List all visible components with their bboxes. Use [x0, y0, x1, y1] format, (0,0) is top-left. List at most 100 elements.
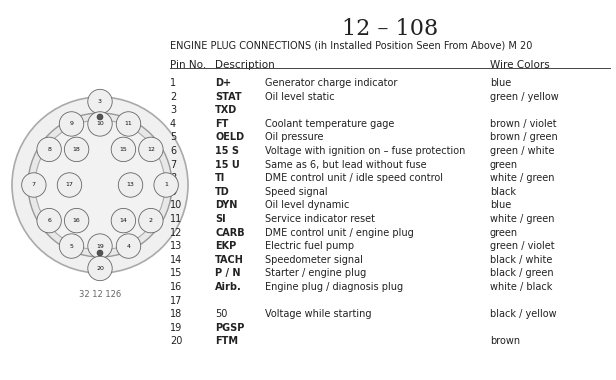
Text: 1: 1	[164, 182, 168, 187]
Text: Oil level dynamic: Oil level dynamic	[265, 200, 349, 211]
Text: Generator charge indicator: Generator charge indicator	[265, 78, 397, 88]
Text: green: green	[490, 228, 518, 238]
Text: brown / green: brown / green	[490, 132, 557, 142]
Text: TACH: TACH	[215, 255, 244, 265]
Text: 11: 11	[124, 122, 132, 127]
Text: 13: 13	[127, 182, 134, 187]
Circle shape	[116, 234, 140, 258]
Text: brown: brown	[490, 336, 520, 347]
Text: 19: 19	[96, 244, 104, 249]
Text: P / N: P / N	[215, 268, 240, 279]
Text: PGSP: PGSP	[215, 323, 245, 333]
Text: 2: 2	[149, 218, 153, 223]
Text: STAT: STAT	[215, 92, 241, 101]
Circle shape	[116, 112, 140, 136]
Text: 18: 18	[73, 147, 81, 152]
Circle shape	[35, 120, 165, 250]
Circle shape	[139, 208, 163, 233]
Text: 9: 9	[170, 187, 176, 197]
Circle shape	[154, 173, 179, 197]
Text: TD: TD	[215, 187, 230, 197]
Circle shape	[37, 208, 62, 233]
Text: black / yellow: black / yellow	[490, 309, 557, 319]
Text: 17: 17	[170, 296, 182, 306]
Text: 12: 12	[147, 147, 155, 152]
Text: 10: 10	[170, 200, 182, 211]
Text: TI: TI	[215, 173, 225, 183]
Text: DYN: DYN	[215, 200, 237, 211]
Text: 4: 4	[170, 119, 176, 129]
Circle shape	[111, 208, 136, 233]
Text: green / yellow: green / yellow	[490, 92, 559, 101]
Circle shape	[28, 113, 172, 257]
Text: white / green: white / green	[490, 214, 554, 224]
Text: black / green: black / green	[490, 268, 554, 279]
Circle shape	[111, 137, 136, 162]
Circle shape	[22, 173, 46, 197]
Text: 3: 3	[98, 99, 102, 104]
Text: green: green	[490, 160, 518, 169]
Text: 1: 1	[170, 78, 176, 88]
Text: 14: 14	[170, 255, 182, 265]
Text: OELD: OELD	[215, 132, 244, 142]
Text: Wire Colors: Wire Colors	[490, 60, 549, 70]
Text: Oil pressure: Oil pressure	[265, 132, 323, 142]
Text: Description: Description	[215, 60, 275, 70]
Text: 16: 16	[73, 218, 81, 223]
Text: blue: blue	[490, 200, 511, 211]
Text: Oil level static: Oil level static	[265, 92, 334, 101]
Text: 15 U: 15 U	[215, 160, 240, 169]
Circle shape	[97, 250, 103, 256]
Text: 15: 15	[170, 268, 182, 279]
Circle shape	[65, 137, 89, 162]
Text: 6: 6	[170, 146, 176, 156]
Text: 7: 7	[32, 182, 36, 187]
Circle shape	[88, 89, 112, 114]
Text: EKP: EKP	[215, 241, 237, 251]
Text: blue: blue	[490, 78, 511, 88]
Text: 12: 12	[170, 228, 182, 238]
Text: 5: 5	[170, 132, 176, 142]
Text: CARB: CARB	[215, 228, 245, 238]
Text: Voltage while starting: Voltage while starting	[265, 309, 371, 319]
Text: 14: 14	[120, 218, 128, 223]
Text: FTM: FTM	[215, 336, 238, 347]
Circle shape	[139, 137, 163, 162]
Text: white / green: white / green	[490, 173, 554, 183]
Circle shape	[118, 173, 143, 197]
Circle shape	[88, 256, 112, 281]
Circle shape	[88, 112, 112, 136]
Text: white / black: white / black	[490, 282, 553, 292]
Text: 4: 4	[126, 244, 131, 249]
Text: green / white: green / white	[490, 146, 554, 156]
Text: 20: 20	[170, 336, 182, 347]
Text: FT: FT	[215, 119, 229, 129]
Text: 13: 13	[170, 241, 182, 251]
Text: 9: 9	[70, 122, 73, 127]
Text: Electric fuel pump: Electric fuel pump	[265, 241, 354, 251]
Text: 8: 8	[47, 147, 51, 152]
Circle shape	[59, 112, 84, 136]
Text: Same as 6, but lead without fuse: Same as 6, but lead without fuse	[265, 160, 427, 169]
Circle shape	[88, 234, 112, 258]
Text: 50: 50	[215, 309, 227, 319]
Text: 10: 10	[96, 122, 104, 127]
Text: 15: 15	[120, 147, 128, 152]
Circle shape	[12, 97, 188, 273]
Text: 8: 8	[170, 173, 176, 183]
Text: 7: 7	[170, 160, 176, 169]
Text: black / white: black / white	[490, 255, 553, 265]
Text: DME control unit / engine plug: DME control unit / engine plug	[265, 228, 414, 238]
Circle shape	[97, 114, 103, 120]
Text: 18: 18	[170, 309, 182, 319]
Text: 5: 5	[70, 244, 73, 249]
Text: black: black	[490, 187, 516, 197]
Text: SI: SI	[215, 214, 225, 224]
Text: 11: 11	[170, 214, 182, 224]
Text: Voltage with ignition on – fuse protection: Voltage with ignition on – fuse protecti…	[265, 146, 465, 156]
Text: green / violet: green / violet	[490, 241, 554, 251]
Text: Speedometer signal: Speedometer signal	[265, 255, 363, 265]
Text: Pin No.: Pin No.	[170, 60, 206, 70]
Text: 3: 3	[170, 105, 176, 115]
Circle shape	[59, 234, 84, 258]
